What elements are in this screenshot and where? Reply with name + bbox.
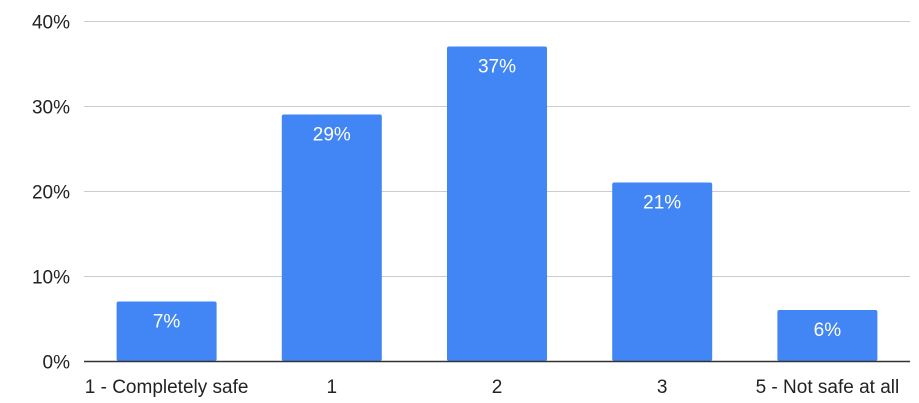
data-label: 29%: [313, 125, 351, 146]
x-category-label: 2: [492, 377, 503, 398]
bar: [116, 301, 217, 361]
x-category-label: 3: [657, 377, 668, 398]
data-label: 37%: [478, 57, 516, 78]
y-tick-label: 40%: [32, 13, 70, 34]
data-label: 7%: [153, 312, 181, 333]
bar: [777, 310, 878, 361]
bars: [116, 46, 878, 361]
x-axis-categories: 1 - Completely safe 1 2 3 5 - Not safe at al…: [85, 377, 899, 398]
y-tick-label: 10%: [32, 268, 70, 289]
y-tick-label: 20%: [32, 183, 70, 204]
x-category-label: 1 - Completely safe: [85, 377, 249, 398]
bar: [447, 46, 547, 361]
bar: [281, 114, 382, 361]
y-tick-label: 30%: [32, 98, 70, 119]
bar: [612, 182, 713, 361]
data-labels: 7% 29% 37% 21% 6%: [153, 57, 841, 342]
y-axis-ticks: 0% 10% 20% 30% 40%: [32, 13, 70, 374]
data-label: 21%: [643, 193, 681, 214]
data-label: 6%: [814, 320, 842, 341]
y-tick-label: 0%: [43, 353, 71, 374]
x-category-label: 1: [327, 377, 338, 398]
x-category-label: 5 - Not safe at all: [756, 377, 900, 398]
